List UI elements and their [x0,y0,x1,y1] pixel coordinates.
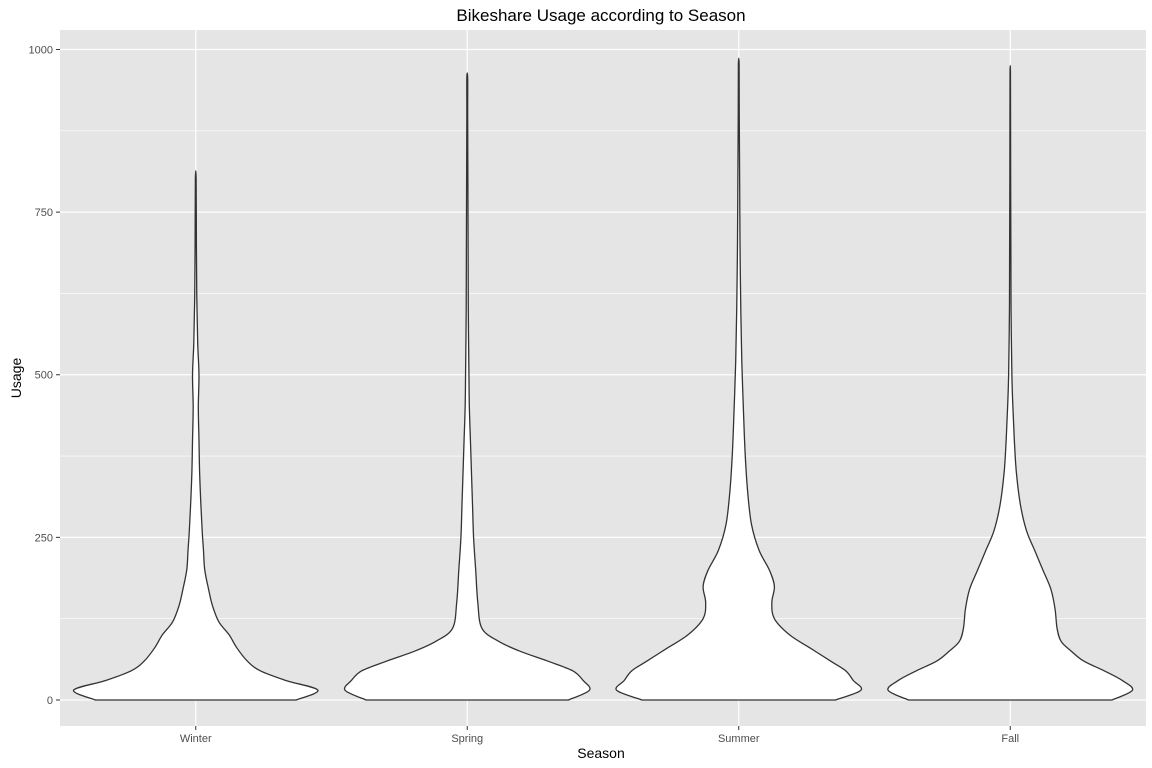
chart-title: Bikeshare Usage according to Season [456,6,745,25]
y-tick-label: 0 [47,695,53,707]
violin-summer [615,57,863,701]
x-axis-title: Season [577,745,624,761]
violins [72,57,1134,701]
y-axis-title: Usage [8,358,24,399]
violin-winter [72,170,319,701]
y-tick-label: 1000 [29,45,53,57]
violin-spring [343,72,591,701]
y-tick-label: 250 [35,532,53,544]
x-tick-label: Winter [180,733,212,745]
x-tick-label: Spring [451,733,483,745]
y-tick-label: 500 [35,370,53,382]
x-tick-label: Fall [1001,733,1019,745]
y-tick-label: 750 [35,207,53,219]
x-tick-label: Summer [718,733,760,745]
violin-fall [887,64,1134,701]
axes: 0 250 500 750 1000 Winter Spring Summer Fall [29,45,1020,745]
